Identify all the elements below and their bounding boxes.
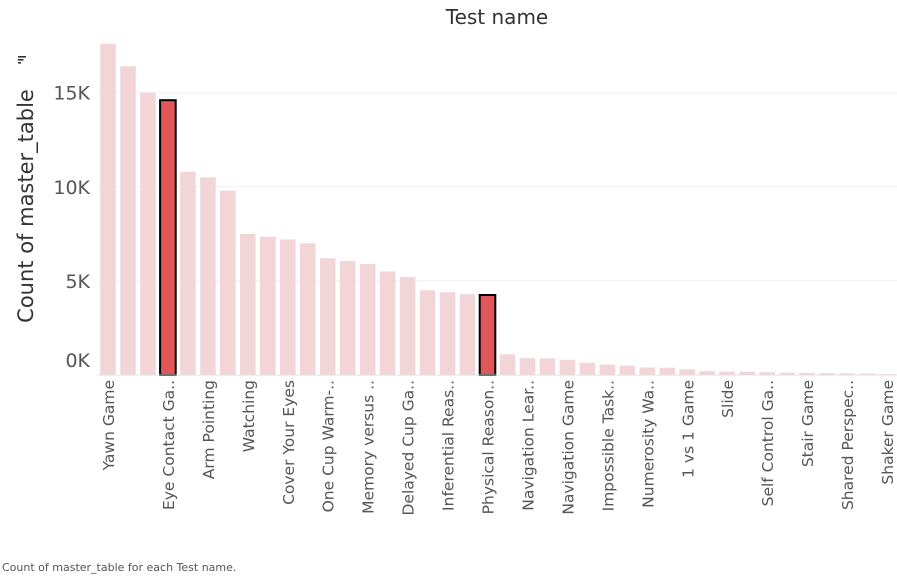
- bar[interactable]: [719, 371, 735, 375]
- x-tick-label: Cover Your Eyes: [280, 380, 298, 505]
- chart-caption: Count of master_table for each Test name…: [2, 561, 237, 574]
- bar[interactable]: [519, 358, 536, 375]
- bar[interactable]: [799, 372, 815, 375]
- bar[interactable]: [359, 264, 376, 375]
- bar[interactable]: [459, 294, 476, 375]
- bar[interactable]: [619, 365, 636, 375]
- y-axis-title: Count of master_table: [14, 89, 39, 323]
- bar[interactable]: [299, 243, 316, 375]
- x-axis-ticks: Yawn Game Eye Contact Ga.. Arm Pointing Wat…: [100, 380, 897, 516]
- bar[interactable]: [819, 373, 835, 375]
- x-tick-label: 1 vs 1 Game: [679, 380, 697, 478]
- x-tick-label: Inferential Reas..: [440, 380, 458, 511]
- bar[interactable]: [499, 354, 516, 375]
- x-tick-label: Impossible Task..: [599, 380, 617, 511]
- x-tick-label: Numerosity Wa..: [639, 380, 657, 508]
- x-tick-label: Navigation Lear..: [520, 380, 538, 511]
- bar[interactable]: [759, 372, 775, 375]
- bar[interactable]: [240, 233, 256, 375]
- y-tick-label: 10K: [53, 177, 90, 199]
- x-tick-label: Yawn Game: [100, 380, 118, 471]
- bar[interactable]: [180, 171, 196, 375]
- y-tick-label: 5K: [65, 271, 90, 293]
- bar[interactable]: [639, 367, 656, 376]
- bar[interactable]: [559, 359, 576, 375]
- chart-title: Test name: [445, 5, 548, 29]
- bar[interactable]: [419, 290, 436, 375]
- bar[interactable]: [659, 367, 676, 375]
- bar[interactable]: [779, 372, 795, 375]
- bar[interactable]: [699, 371, 715, 375]
- x-tick-label: Shaker Game: [879, 380, 897, 485]
- bar[interactable]: [739, 371, 755, 375]
- x-tick-label: Shared Perspec..: [839, 380, 857, 510]
- bar[interactable]: [220, 190, 236, 375]
- y-tick-label: 15K: [53, 83, 90, 105]
- bar[interactable]: [379, 271, 396, 376]
- bar[interactable]: [859, 373, 875, 376]
- x-tick-label: One Cup Warm-..: [320, 380, 338, 512]
- bar[interactable]: [679, 369, 696, 375]
- bar[interactable]: [120, 66, 136, 376]
- x-tick-label: Watching: [240, 380, 258, 452]
- highlighted-bar[interactable]: [478, 294, 497, 376]
- bar[interactable]: [579, 362, 596, 375]
- bar[interactable]: [319, 258, 336, 375]
- x-tick-label: Eye Contact Ga..: [160, 380, 178, 510]
- bar[interactable]: [599, 364, 616, 375]
- bar[interactable]: [200, 177, 216, 375]
- bar[interactable]: [839, 373, 855, 375]
- y-tick-label: 0K: [65, 350, 90, 372]
- y-axis-ticks: 0K 5K 10K 15K: [53, 83, 90, 372]
- bar[interactable]: [339, 261, 356, 375]
- highlighted-bar[interactable]: [159, 99, 177, 376]
- x-tick-label: Delayed Cup Ga..: [400, 380, 418, 516]
- bar[interactable]: [260, 236, 276, 375]
- x-tick-label: Memory versus ..: [360, 380, 378, 514]
- bar[interactable]: [539, 358, 556, 375]
- sort-descending-icon[interactable]: [18, 56, 26, 64]
- bar[interactable]: [100, 43, 116, 376]
- x-tick-label: Physical Reason..: [480, 380, 498, 514]
- x-tick-label: Stair Game: [799, 380, 817, 467]
- bars[interactable]: [100, 43, 895, 376]
- x-tick-label: Slide: [719, 380, 737, 418]
- bar[interactable]: [399, 277, 416, 375]
- bar[interactable]: [140, 92, 156, 375]
- bar[interactable]: [439, 292, 456, 375]
- x-tick-label: Navigation Game: [559, 380, 577, 515]
- bar[interactable]: [280, 239, 296, 376]
- x-tick-label: Self Control Ga..: [759, 380, 777, 506]
- gridlines: [98, 92, 897, 282]
- x-tick-label: Arm Pointing: [200, 380, 218, 479]
